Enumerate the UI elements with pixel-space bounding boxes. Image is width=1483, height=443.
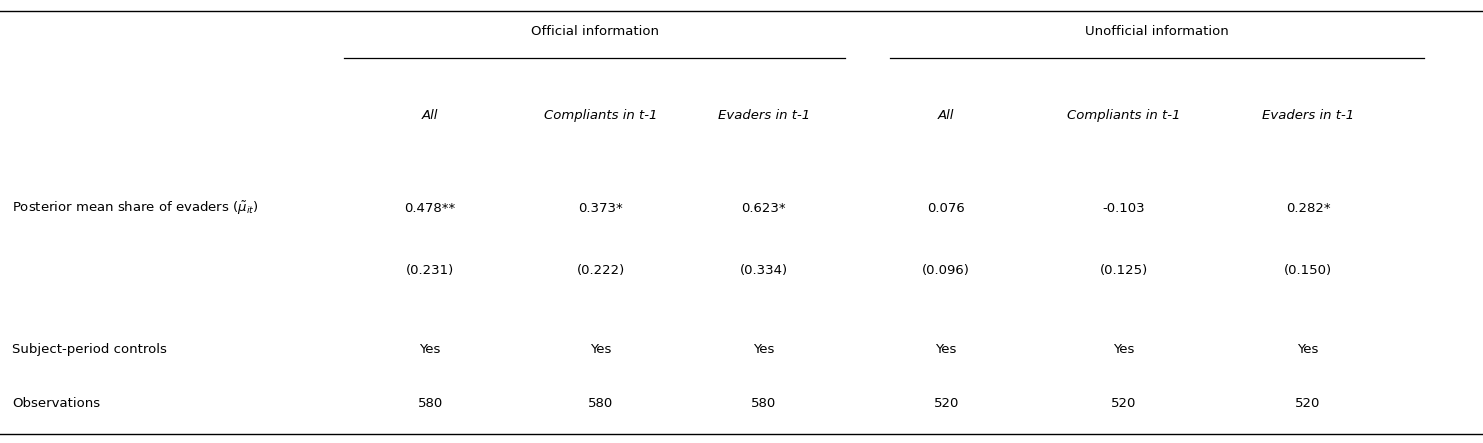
Text: 0.373*: 0.373* bbox=[578, 202, 623, 215]
Text: 0.282*: 0.282* bbox=[1286, 202, 1330, 215]
Text: 520: 520 bbox=[1295, 396, 1321, 410]
Text: Yes: Yes bbox=[753, 343, 774, 357]
Text: 580: 580 bbox=[750, 396, 777, 410]
Text: All: All bbox=[421, 109, 439, 122]
Text: 580: 580 bbox=[417, 396, 443, 410]
Text: Observations: Observations bbox=[12, 396, 99, 410]
Text: Evaders in t-1: Evaders in t-1 bbox=[1262, 109, 1354, 122]
Text: 0.478**: 0.478** bbox=[405, 202, 455, 215]
Text: Yes: Yes bbox=[1114, 343, 1134, 357]
Text: -0.103: -0.103 bbox=[1103, 202, 1145, 215]
Text: 580: 580 bbox=[587, 396, 614, 410]
Text: (0.150): (0.150) bbox=[1284, 264, 1332, 277]
Text: Posterior mean share of evaders ($\tilde{\mu}_{it}$): Posterior mean share of evaders ($\tilde… bbox=[12, 199, 258, 217]
Text: 520: 520 bbox=[933, 396, 960, 410]
Text: Yes: Yes bbox=[420, 343, 440, 357]
Text: Subject-period controls: Subject-period controls bbox=[12, 343, 166, 357]
Text: Yes: Yes bbox=[936, 343, 957, 357]
Text: (0.231): (0.231) bbox=[406, 264, 454, 277]
Text: (0.096): (0.096) bbox=[922, 264, 970, 277]
Text: 0.076: 0.076 bbox=[927, 202, 965, 215]
Text: Unofficial information: Unofficial information bbox=[1086, 24, 1228, 38]
Text: 520: 520 bbox=[1111, 396, 1137, 410]
Text: Evaders in t-1: Evaders in t-1 bbox=[718, 109, 810, 122]
Text: (0.222): (0.222) bbox=[577, 264, 624, 277]
Text: Official information: Official information bbox=[531, 24, 658, 38]
Text: Compliants in t-1: Compliants in t-1 bbox=[544, 109, 657, 122]
Text: 0.623*: 0.623* bbox=[742, 202, 786, 215]
Text: (0.125): (0.125) bbox=[1100, 264, 1148, 277]
Text: Yes: Yes bbox=[1298, 343, 1318, 357]
Text: (0.334): (0.334) bbox=[740, 264, 787, 277]
Text: All: All bbox=[937, 109, 955, 122]
Text: Yes: Yes bbox=[590, 343, 611, 357]
Text: Compliants in t-1: Compliants in t-1 bbox=[1068, 109, 1180, 122]
